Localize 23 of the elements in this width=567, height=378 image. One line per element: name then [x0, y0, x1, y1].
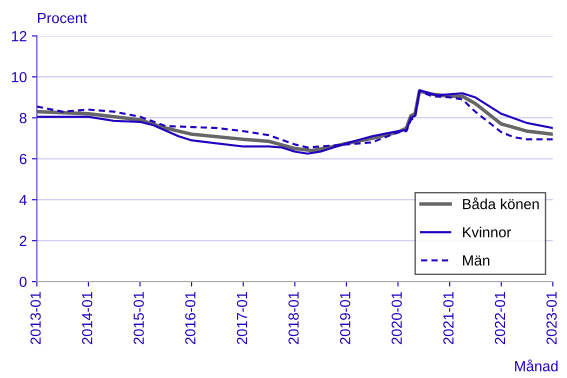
x-axis-title: Månad: [515, 359, 558, 372]
x-tick-label: 2017-01: [236, 292, 248, 344]
y-tick-label: 10: [12, 72, 27, 82]
x-tick-label: 2023-01: [546, 292, 557, 344]
x-tick-label: 2019-01: [340, 292, 350, 344]
y-tick-label: 0: [20, 276, 27, 288]
x-tick-label: 2015-01: [134, 292, 144, 344]
x-tick-label: 2022-01: [494, 292, 506, 344]
y-axis-title: Procent: [38, 13, 88, 24]
x-tick-label: 2014-01: [82, 292, 92, 344]
x-tick-label: 2018-01: [288, 292, 299, 344]
legend-label: Kvinnor: [463, 226, 512, 238]
y-tick-label: 2: [20, 236, 26, 246]
x-tick-label: 2020-01: [392, 292, 402, 344]
y-tick-label: 8: [20, 112, 26, 124]
legend-label: Män: [463, 255, 490, 266]
x-tick-label: 2021-01: [443, 292, 454, 344]
y-tick-label: 4: [19, 194, 27, 205]
x-tick-label: 2013-01: [30, 292, 41, 344]
y-tick-label: 6: [20, 154, 26, 164]
x-tick-label: 2016-01: [185, 292, 196, 344]
y-tick-label: 12: [12, 31, 26, 42]
legend-label: Båda könen: [463, 197, 539, 210]
